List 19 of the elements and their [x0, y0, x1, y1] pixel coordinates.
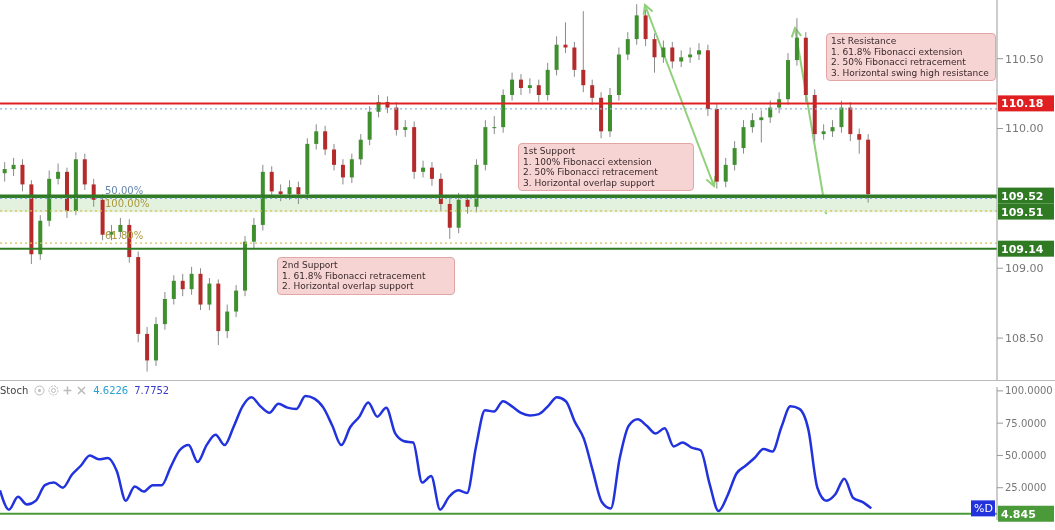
annotation: 50.00%: [105, 185, 144, 198]
ref-line-label: 110.18: [1001, 97, 1044, 111]
y-tick-label: 25.0000: [1005, 482, 1047, 494]
y-tick-label: 109.00: [1005, 262, 1044, 276]
y-tick-label: 110.00: [1005, 122, 1044, 136]
y-tick-label: 108.50: [1005, 331, 1044, 345]
text: %D: [974, 502, 993, 516]
ref-line-label: 109.51: [1001, 205, 1044, 219]
annotation: 100.00%: [105, 197, 150, 210]
y-tick-label: 50.0000: [1005, 449, 1047, 461]
annotation: Stoch: [0, 385, 29, 396]
y-tick-label: 100.0000: [1005, 385, 1053, 397]
ref-line-label: 4.845: [1001, 507, 1036, 521]
annotation: 7.7752: [134, 385, 170, 396]
annotation: 4.6226: [93, 385, 129, 396]
y-tick-label: 75.0000: [1005, 417, 1047, 429]
ref-line-label: 109.52: [1001, 189, 1044, 203]
y-tick-label: 110.50: [1005, 52, 1044, 66]
ref-line-label: 109.14: [1001, 242, 1044, 256]
